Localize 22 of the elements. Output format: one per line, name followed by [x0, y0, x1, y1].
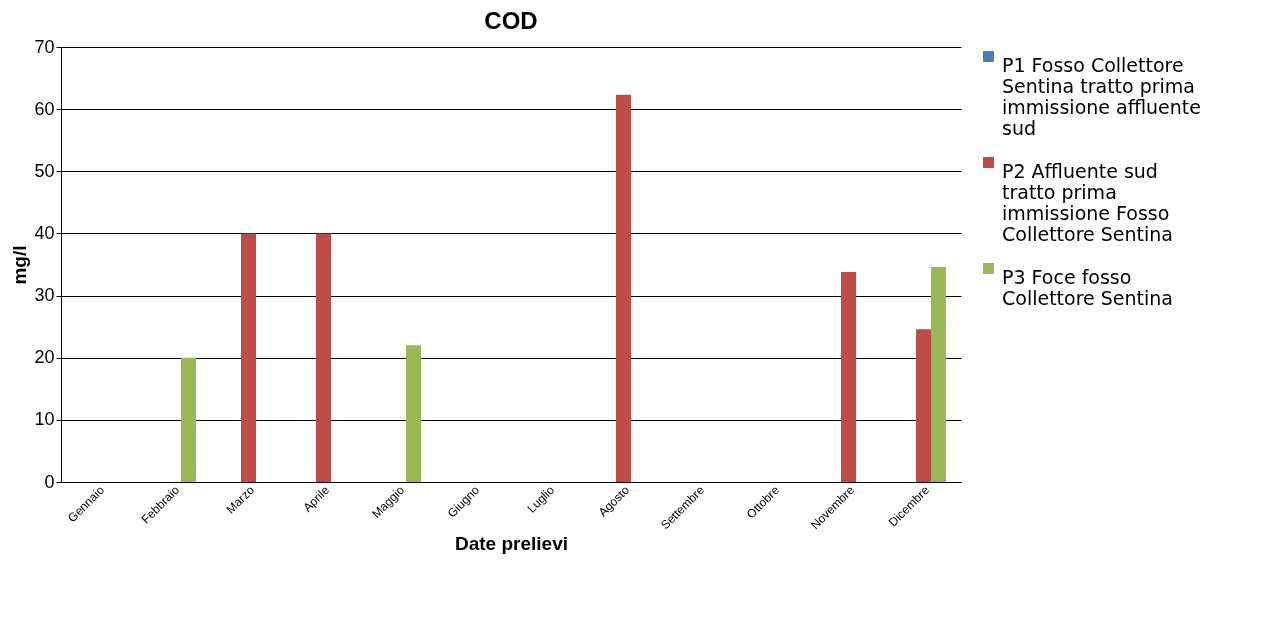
bar: [916, 329, 931, 482]
y-tick-label: 40: [34, 222, 55, 243]
bar: [931, 266, 946, 482]
legend-label: P3 Foce fosso Collettore Sentina: [1002, 265, 1173, 309]
bar: [616, 94, 631, 482]
y-axis-title: mg/l: [9, 245, 31, 285]
legend-label: P2 Affluente sud tratto prima immissione Fosso Collettore Sentina: [1002, 159, 1173, 245]
bar: [241, 233, 256, 482]
y-tick-label: 30: [34, 285, 55, 306]
y-tick-label: 50: [34, 160, 55, 181]
chart-title: COD: [484, 7, 538, 34]
y-tick-label: 60: [34, 98, 55, 119]
y-tick-label: 0: [44, 471, 55, 492]
y-tick-label: 20: [34, 347, 55, 368]
bar: [181, 357, 196, 482]
y-tick-label: 10: [34, 409, 55, 430]
bar: [406, 345, 421, 482]
bar: [841, 271, 856, 482]
y-tick-label: 70: [34, 36, 55, 57]
x-axis-title: Date prelievi: [455, 533, 568, 555]
bar: [316, 233, 331, 482]
legend-label: P1 Fosso Collettore Sentina tratto prima immissione affluente sud: [1002, 53, 1201, 139]
